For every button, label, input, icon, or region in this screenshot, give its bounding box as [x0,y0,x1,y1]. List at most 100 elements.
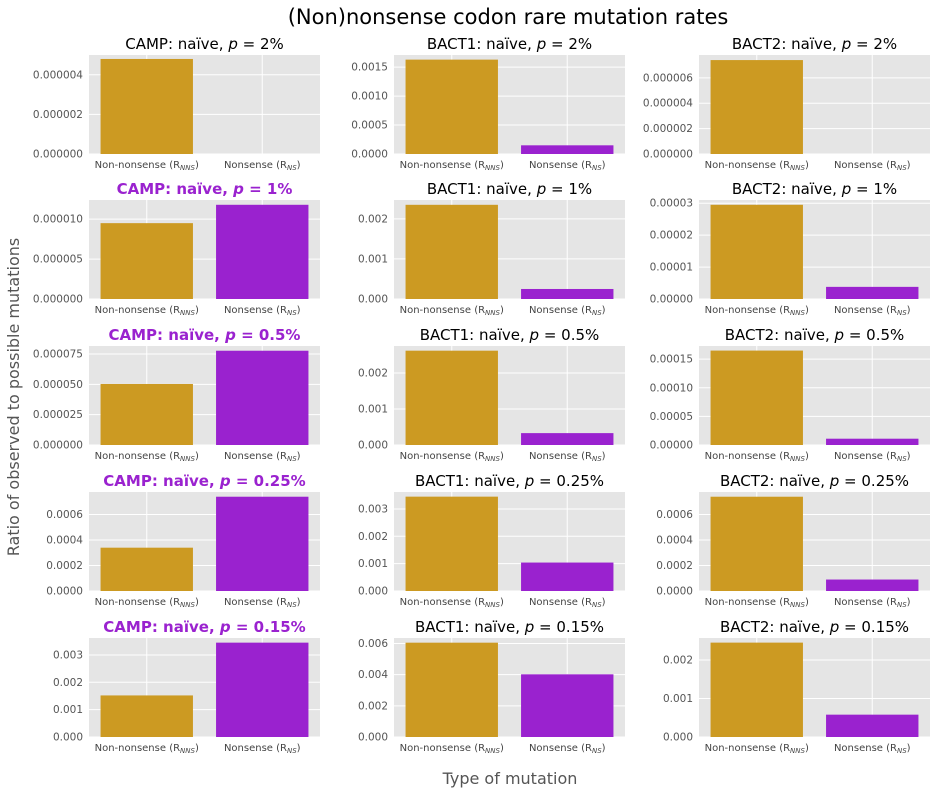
x-tick-label: Non-nonsense (RNNS) [705,597,809,609]
y-tick-label: 0.000002 [643,123,693,135]
subplot-title: BACT1: naïve, p = 0.25% [415,472,604,490]
bar-nonsense [521,288,614,299]
bar-non-nonsense [710,204,803,299]
y-tick-label: 0.0015 [351,62,388,74]
x-tick-label: Nonsense (RNS) [224,160,301,172]
subplot-5: 0.000 0.001 0.002 Non-nonsense (RNNS) Nonsen… [358,180,625,317]
bar-non-nonsense [710,350,803,445]
bar-nonsense [216,350,309,445]
bar-non-nonsense [405,642,498,737]
y-tick-label: 0.00015 [650,354,693,366]
x-tick-label: Non-nonsense (RNNS) [95,305,199,317]
subplot-title: BACT1: naïve, p = 0.5% [420,326,600,344]
subplot-3: 0.000000 0.000002 0.000004 0.000006 Non-nons… [643,35,930,172]
subplots-grid: 0.000000 0.000002 0.000004 Non-nonsense (RN… [33,35,930,755]
x-tick-label: Nonsense (RNS) [529,160,606,172]
y-tick-label: 0.000002 [33,109,83,121]
y-tick-label: 0.0010 [351,91,388,103]
bar-non-nonsense [405,59,498,155]
x-tick-label: Non-nonsense (RNNS) [400,305,504,317]
subplot-6: 0.00000 0.00001 0.00002 0.00003 Non-nonsense… [650,180,930,317]
y-tick-label: 0.000000 [33,149,83,161]
subplot-4: 0.000000 0.000005 0.000010 Non-nonsense (RN… [33,180,320,317]
subplot-title: BACT1: naïve, p = 2% [427,35,592,53]
bar-nonsense [521,674,614,737]
subplot-title: CAMP: naïve, p = 0.25% [103,472,305,490]
bar-nonsense [216,642,309,737]
x-tick-label: Nonsense (RNS) [529,597,606,609]
x-tick-label: Nonsense (RNS) [224,451,301,463]
y-tick-label: 0.002 [663,654,693,666]
subplot-2: 0.0000 0.0005 0.0010 0.0015 Non-nonsense (RN… [351,35,625,172]
y-tick-label: 0.00005 [650,411,693,423]
figure-title: (Non)nonsense codon rare mutation rates [288,5,729,29]
x-tick-label: Non-nonsense (RNNS) [95,743,199,755]
y-tick-label: 0.0006 [46,509,83,521]
y-tick-label: 0.000 [358,732,388,744]
y-tick-label: 0.002 [358,531,388,543]
bar-nonsense [521,562,614,591]
y-tick-label: 0.000000 [33,440,83,452]
x-tick-label: Non-nonsense (RNNS) [705,743,809,755]
y-tick-label: 0.0004 [46,535,83,547]
x-tick-label: Non-nonsense (RNNS) [705,305,809,317]
bar-nonsense [216,204,309,299]
x-tick-label: Nonsense (RNS) [834,597,911,609]
subplot-10: 0.0000 0.0002 0.0004 0.0006 Non-nonsense (RN… [46,472,320,609]
bar-non-nonsense [405,350,498,445]
bar-non-nonsense [710,642,803,737]
y-tick-label: 0.0004 [656,535,693,547]
y-tick-label: 0.00003 [650,198,693,210]
x-tick-label: Non-nonsense (RNNS) [95,451,199,463]
y-tick-label: 0.001 [53,704,83,716]
y-tick-label: 0.0005 [351,120,388,132]
bar-nonsense [826,714,919,737]
subplot-9: 0.00000 0.00005 0.00010 0.00015 Non-nonsense… [650,326,930,463]
y-tick-label: 0.000006 [643,72,693,84]
x-tick-label: Non-nonsense (RNNS) [95,597,199,609]
x-tick-label: Nonsense (RNS) [529,743,606,755]
bar-non-nonsense [100,383,193,445]
y-tick-label: 0.0002 [656,560,693,572]
y-tick-label: 0.00010 [650,382,693,394]
bar-nonsense [826,579,919,591]
x-tick-label: Nonsense (RNS) [834,160,911,172]
y-tick-label: 0.000 [663,732,693,744]
subplot-1: 0.000000 0.000002 0.000004 Non-nonsense (RN… [33,35,320,172]
y-tick-label: 0.002 [358,700,388,712]
y-tick-label: 0.000 [358,294,388,306]
x-tick-label: Non-nonsense (RNNS) [705,451,809,463]
x-tick-label: Non-nonsense (RNNS) [400,743,504,755]
subplot-title: BACT2: naïve, p = 0.15% [720,618,909,636]
y-tick-label: 0.000 [358,440,388,452]
bar-non-nonsense [405,204,498,299]
x-tick-label: Non-nonsense (RNNS) [705,160,809,172]
x-tick-label: Nonsense (RNS) [834,305,911,317]
subplot-title: BACT1: naïve, p = 1% [427,180,592,198]
x-tick-label: Nonsense (RNS) [224,305,301,317]
subplot-13: 0.000 0.001 0.002 0.003 Non-nonsense (RNNS) N… [53,618,320,755]
y-tick-label: 0.001 [663,693,693,705]
bar-non-nonsense [405,496,498,591]
bar-nonsense [521,145,614,154]
subplot-title: BACT2: naïve, p = 0.25% [720,472,909,490]
y-tick-label: 0.002 [53,677,83,689]
y-tick-label: 0.0006 [656,509,693,521]
x-tick-label: Nonsense (RNS) [834,743,911,755]
y-tick-label: 0.0000 [656,586,693,598]
y-tick-label: 0.004 [358,669,388,681]
y-tick-label: 0.00000 [650,294,693,306]
y-tick-label: 0.00000 [650,440,693,452]
x-tick-label: Nonsense (RNS) [529,451,606,463]
x-tick-label: Nonsense (RNS) [834,451,911,463]
subplot-15: 0.000 0.001 0.002 Non-nonsense (RNNS) Nonsen… [663,618,930,755]
y-tick-label: 0.000025 [33,409,83,421]
subplot-title: CAMP: naïve, p = 0.5% [109,326,301,344]
y-tick-label: 0.003 [53,649,83,661]
subplot-title: BACT2: naïve, p = 1% [732,180,897,198]
y-tick-label: 0.000075 [33,349,83,361]
bar-nonsense [216,496,309,591]
y-tick-label: 0.00001 [650,262,693,274]
subplot-7: 0.000000 0.000025 0.000050 0.000075 Non-nons… [33,326,320,463]
